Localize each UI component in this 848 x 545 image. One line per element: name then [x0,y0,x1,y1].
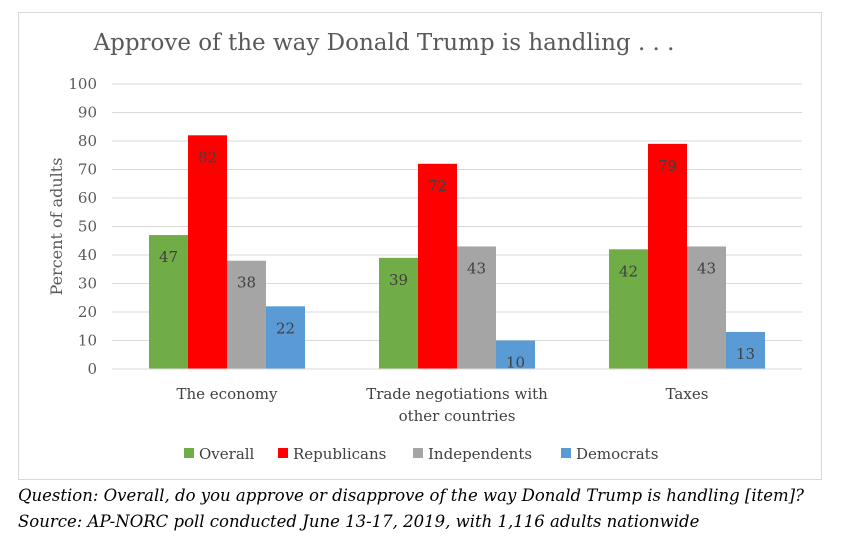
bar-republicans [188,135,227,369]
legend-swatch-democrats [561,448,571,458]
chart-title: Approve of the way Donald Trump is handl… [93,30,675,56]
legend-swatch-overall [184,448,194,458]
bar-democrats [266,306,305,369]
bar-independents [227,260,266,369]
bar-overall [149,235,188,369]
footer-question: Question: Overall, do you approve or dis… [18,486,804,505]
bar-overall [609,249,648,369]
y-tick-label: 40 [78,246,97,264]
y-tick-label: 80 [78,132,97,150]
y-tick-label: 70 [78,161,97,179]
x-category-label: Trade negotiations with [366,385,548,403]
bar-independents [687,246,726,369]
y-axis-label: Percent of adults [47,158,66,296]
data-label: 10 [506,354,525,372]
data-label: 43 [697,259,716,277]
legend-swatch-republicans [278,448,288,458]
y-tick-label: 10 [78,332,97,350]
legend-label-independents: Independents [428,445,532,463]
data-label: 79 [658,157,677,175]
x-category-label: Taxes [666,385,709,403]
y-tick-label: 90 [78,104,97,122]
y-tick-label: 100 [68,75,97,93]
data-label: 38 [237,274,256,292]
data-label: 47 [159,248,178,266]
data-label: 82 [198,148,217,166]
data-label: 39 [389,271,408,289]
y-tick-label: 30 [78,275,97,293]
x-category-label: The economy [176,385,278,403]
legend-label-republicans: Republicans [293,445,386,463]
footer-source: Source: AP-NORC poll conducted June 13-1… [18,512,700,531]
bar-independents [457,246,496,369]
data-label: 13 [736,345,755,363]
data-label: 22 [276,319,295,337]
data-label: 72 [428,177,447,195]
legend-label-democrats: Democrats [576,445,658,463]
y-tick-label: 20 [78,303,97,321]
data-label: 43 [467,259,486,277]
legend-label-overall: Overall [199,445,255,463]
data-label: 42 [619,262,638,280]
bar-republicans [648,143,687,369]
y-tick-label: 60 [78,189,97,207]
bar-democrats [496,340,535,369]
y-tick-label: 50 [78,218,97,236]
legend-swatch-independents [413,448,423,458]
bar-republicans [418,163,457,369]
y-tick-label: 0 [87,360,97,378]
x-category-label: other countries [399,407,516,425]
bar-democrats [726,331,765,369]
bar-overall [379,257,418,369]
